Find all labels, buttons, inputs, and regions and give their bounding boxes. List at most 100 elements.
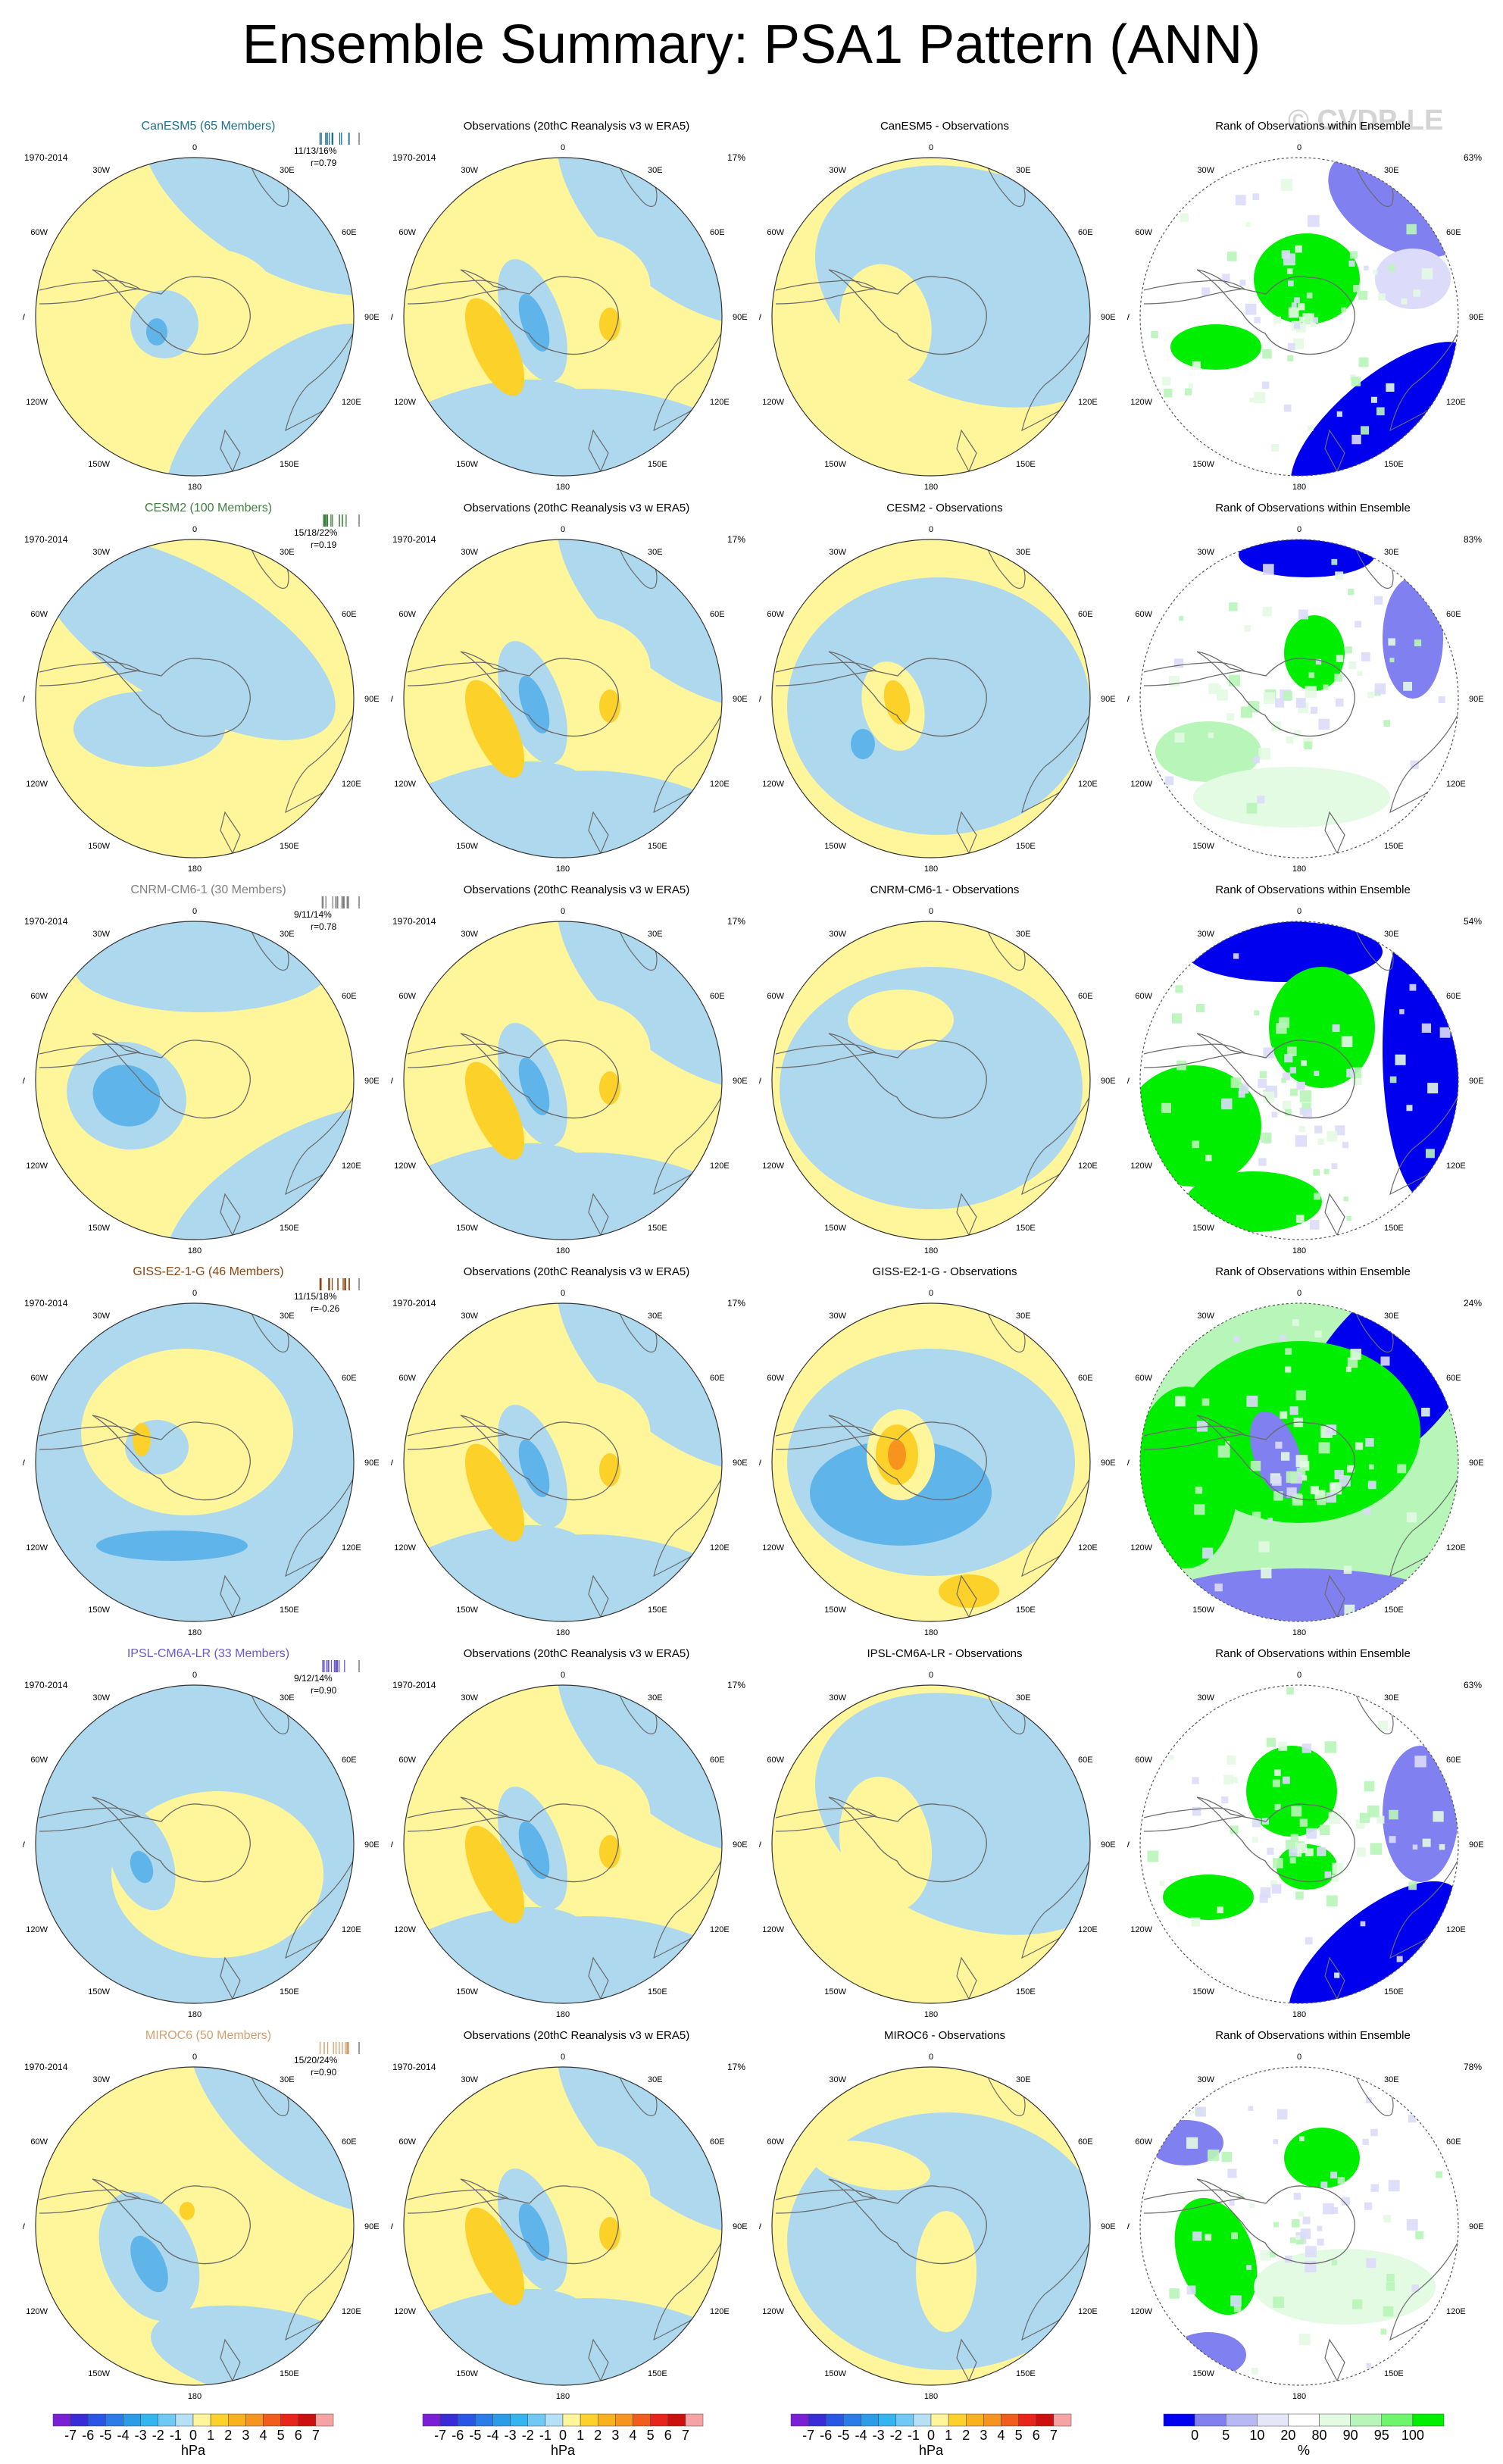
lon-label: 120E	[342, 1543, 361, 1553]
antarctica-coastline	[92, 269, 251, 355]
colorbar-tick-label: -3	[135, 2428, 147, 2443]
lon-label: 150W	[456, 1987, 478, 1997]
colorbar-swatch	[667, 2413, 686, 2427]
lon-label: 120W	[1130, 780, 1152, 789]
lon-label: 90W	[1127, 1077, 1130, 1086]
map-fill	[36, 921, 354, 1240]
rank-cell	[1288, 307, 1299, 318]
positive-difference-region	[839, 264, 932, 385]
rank-cell	[1360, 426, 1370, 435]
lon-label: 90W	[759, 1840, 762, 1850]
lon-label: 30E	[280, 166, 295, 175]
lon-label: 180	[556, 483, 570, 492]
lon-label: 90W	[391, 2222, 394, 2231]
rank-cell	[1263, 1047, 1274, 1058]
lon-label: 30E	[1016, 930, 1031, 939]
lon-label: 30W	[829, 1693, 846, 1703]
colorbar-swatch	[1381, 2413, 1414, 2427]
pattern-colorbar-difference: -7 -6 -5 -4 -3 -2 -1 0 1 2 3 4 5 6 7 hPa	[790, 2413, 1072, 2458]
rank-cell	[1231, 1776, 1238, 1783]
rank-cell	[1284, 1053, 1293, 1063]
colorbar-swatch	[280, 2413, 298, 2427]
lon-label: 120W	[762, 1162, 784, 1171]
colorbar-swatch	[510, 2413, 528, 2427]
map-fill	[404, 1685, 722, 2003]
rank-cell	[1287, 342, 1295, 351]
rank-cell	[1245, 303, 1257, 315]
lon-label: 90E	[733, 695, 748, 704]
lon-label: 150W	[1192, 1606, 1214, 1615]
rank-cell	[1298, 303, 1305, 311]
lon-label: 60W	[30, 992, 48, 1001]
rank-map-fill	[1140, 1303, 1458, 1621]
lon-label: 90E	[1101, 2222, 1116, 2231]
rank-cell	[1273, 2222, 1279, 2228]
rank-cell	[1151, 330, 1158, 339]
rank-cell	[1334, 673, 1343, 682]
period-label: 1970-2014	[24, 1298, 68, 1309]
map-boundary	[1139, 2066, 1459, 2386]
rank-cell	[1226, 1755, 1236, 1765]
period-label: 1970-2014	[24, 2062, 68, 2072]
obs-panel: 0 30E 60E 90E 120E 150E 180 150W 120W 90W 60W 30W Ob…	[391, 1647, 762, 2026]
rank-cell	[1289, 1067, 1297, 1074]
lon-label: 60E	[342, 2137, 357, 2147]
antarctica-coastline	[828, 651, 987, 737]
rank-panel: 0 30E 60E 90E 120E 150E 180 150W 120W 90W 60W 30W Ra…	[1127, 1647, 1498, 2026]
rank-cell	[1331, 1163, 1338, 1169]
rank-cell	[1192, 1806, 1201, 1816]
colorbar-swatch	[1053, 2413, 1072, 2427]
rank-map-fill	[1140, 921, 1458, 1240]
polar-map: 0 30E 60E 90E 120E 150E 180 150W 120W 90W 60W 30W	[391, 525, 748, 874]
rank-cell	[1406, 1105, 1413, 1112]
lon-label: 180	[556, 2392, 570, 2401]
rank-cell	[1411, 2284, 1420, 2293]
positive-anomaly-core	[465, 2207, 524, 2306]
lon-label: 120E	[1446, 780, 1466, 789]
colorbar-swatch	[52, 2413, 71, 2427]
antarctica-coastline	[828, 1033, 987, 1119]
lon-label: 90E	[1101, 1459, 1116, 1468]
rank-cell	[1245, 222, 1251, 227]
lon-label: 90W	[759, 313, 762, 322]
south-america-coastline	[407, 1043, 509, 1068]
ensemble-spread-plot	[321, 896, 360, 908]
lon-label: 120W	[762, 398, 784, 407]
lon-label: 0	[929, 143, 933, 152]
rank-cell	[1169, 676, 1180, 687]
rank-cell	[1330, 1484, 1336, 1490]
lon-label: 30W	[461, 1312, 478, 1321]
rank-cell	[1436, 2171, 1443, 2178]
lon-label: 60W	[767, 228, 784, 237]
rank-cell	[1395, 1054, 1406, 1065]
map-fill	[404, 2067, 722, 2385]
lon-label: 90W	[23, 313, 26, 322]
lon-label: 30E	[1384, 1693, 1399, 1703]
rank-cell	[1251, 1837, 1258, 1843]
model-panel: 0 30E 60E 90E 120E 150E 180 150W 120W 90W 60W 30W CN…	[23, 883, 394, 1262]
lon-label: 150W	[88, 460, 110, 469]
lon-label: 180	[1292, 1628, 1306, 1637]
south-america-coastline	[39, 280, 141, 305]
colorbar-tick-label: -5	[469, 2428, 481, 2443]
lon-label: 60E	[342, 228, 357, 237]
rank-cell	[1353, 285, 1361, 292]
rank-cell	[1254, 392, 1266, 404]
lon-label: 60E	[1446, 1374, 1461, 1383]
rank-title: Rank of Observations within Ensemble	[1215, 1265, 1411, 1278]
rank-cell	[1306, 1828, 1317, 1839]
rank-cell	[1401, 298, 1408, 305]
lon-label: 90W	[23, 1459, 26, 1468]
colorbar-tick-label: 7	[312, 2428, 320, 2443]
rank-cell	[1413, 289, 1420, 297]
lon-label: 30E	[648, 1312, 663, 1321]
rank-cell	[1227, 2169, 1237, 2178]
rank-cell	[1364, 2202, 1373, 2210]
positive-anomaly-core	[599, 308, 620, 341]
rank-cell	[1377, 1721, 1388, 1731]
rank-cell	[1412, 1844, 1418, 1850]
rank-cell	[1421, 268, 1433, 280]
map-boundary	[403, 2066, 723, 2386]
lon-label: 60E	[1078, 610, 1093, 619]
rank-cell	[1282, 1101, 1292, 1110]
